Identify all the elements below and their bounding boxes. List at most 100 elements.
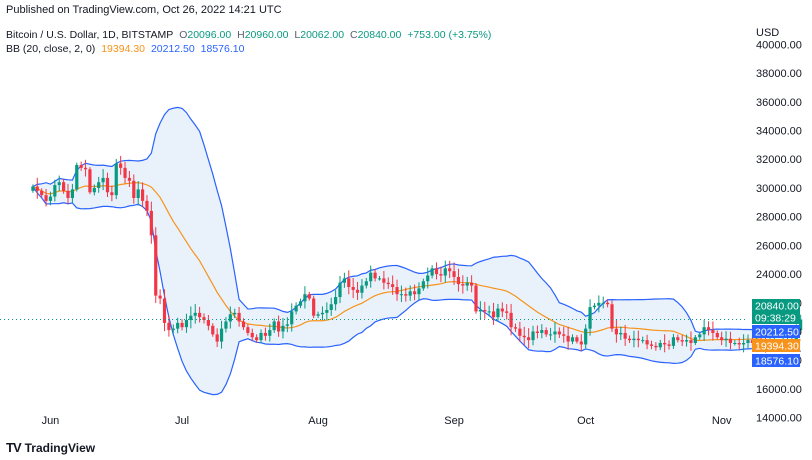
candle-body — [193, 312, 197, 316]
candle — [684, 334, 689, 347]
candle — [557, 327, 561, 339]
candle-body — [509, 312, 513, 328]
countdown-tag-bg — [752, 311, 800, 324]
candle-body — [698, 334, 702, 338]
candle — [452, 262, 456, 285]
candle — [562, 326, 566, 343]
candle-body — [601, 302, 605, 304]
candle — [114, 159, 118, 200]
candle-body — [483, 309, 487, 312]
candle-body — [224, 321, 228, 329]
countdown-tag: 09:38:29 — [752, 311, 800, 325]
candle-body — [527, 337, 531, 341]
candle-body — [136, 189, 140, 199]
candle-body — [619, 332, 623, 335]
high-value: 20960.00 — [244, 29, 289, 41]
candle — [544, 327, 548, 337]
candle — [465, 276, 469, 291]
candle — [369, 265, 373, 288]
candle-body — [496, 308, 500, 318]
candle-body — [724, 338, 728, 341]
candle-body — [268, 330, 272, 336]
candle — [680, 335, 684, 347]
candle — [105, 172, 110, 198]
candle — [224, 317, 228, 333]
candle — [233, 308, 237, 319]
candle — [654, 342, 658, 351]
candle — [430, 265, 434, 279]
close-value: 20840.00 — [357, 29, 402, 41]
candle — [601, 296, 605, 309]
candle — [540, 324, 544, 339]
candle-body — [430, 268, 434, 276]
candle-body — [461, 284, 465, 286]
candle-body — [540, 330, 544, 333]
candle — [250, 328, 254, 342]
candle-body — [303, 294, 307, 302]
bb-label[interactable]: BB (20, close, 2, 0) — [6, 43, 96, 55]
candle-body — [211, 325, 215, 335]
candle-body — [614, 328, 618, 335]
symbol-title[interactable]: Bitcoin / U.S. Dollar, 1D, BITSTAMP — [6, 29, 174, 41]
candle-body — [505, 311, 509, 313]
candle-body — [88, 169, 92, 193]
candle — [693, 334, 697, 346]
candle-body — [658, 342, 662, 348]
open-value: 20096.00 — [187, 29, 232, 41]
candle — [509, 303, 513, 336]
x-tick-label: Oct — [577, 415, 594, 427]
candle-body — [404, 294, 408, 296]
candle — [702, 319, 706, 341]
candle-body — [162, 298, 167, 323]
candle-body — [733, 342, 737, 344]
candle-body — [377, 278, 382, 280]
candle-body — [491, 311, 496, 318]
candle-body — [351, 287, 355, 290]
candle — [399, 285, 404, 302]
candle — [742, 334, 746, 353]
candle — [263, 327, 268, 341]
candle-body — [369, 272, 373, 282]
candle — [290, 303, 294, 332]
candle-body — [566, 335, 570, 342]
y-tick-label: 30000.00 — [756, 183, 802, 195]
candle — [110, 185, 114, 202]
candle-body — [671, 337, 676, 346]
candle-body — [334, 297, 338, 305]
candle — [535, 325, 540, 339]
bb-lower-line — [32, 186, 802, 396]
candle-body — [434, 268, 439, 275]
candle-body — [171, 328, 175, 331]
y-tick-label: 24000.00 — [756, 269, 802, 281]
candle-body — [588, 307, 592, 329]
candle — [70, 183, 74, 203]
candle-body — [715, 332, 719, 338]
candle-body — [114, 163, 118, 196]
last-price-tag-text: 20840.00 — [755, 301, 799, 313]
candle-body — [180, 322, 184, 328]
candle-body — [338, 282, 342, 298]
candle-body — [48, 196, 53, 201]
candle — [636, 330, 640, 348]
candle-body — [570, 337, 575, 342]
candle-body — [250, 332, 254, 338]
candle — [513, 323, 518, 332]
candle-body — [513, 327, 518, 329]
bb-middle-tag-text: 19394.30 — [755, 341, 799, 353]
candle-body — [83, 167, 88, 170]
candle — [728, 331, 733, 350]
candle — [215, 328, 219, 348]
candle — [649, 340, 654, 350]
candle — [720, 331, 724, 346]
candle-body — [255, 337, 259, 341]
candle-body — [259, 332, 263, 341]
candle — [483, 301, 487, 319]
candle-body — [575, 337, 579, 342]
candle-body — [75, 164, 79, 190]
candle — [491, 302, 496, 325]
candle-body — [531, 331, 535, 341]
candle — [31, 184, 35, 193]
footer-brand: TV TradingView — [6, 440, 95, 455]
candle — [518, 321, 522, 342]
